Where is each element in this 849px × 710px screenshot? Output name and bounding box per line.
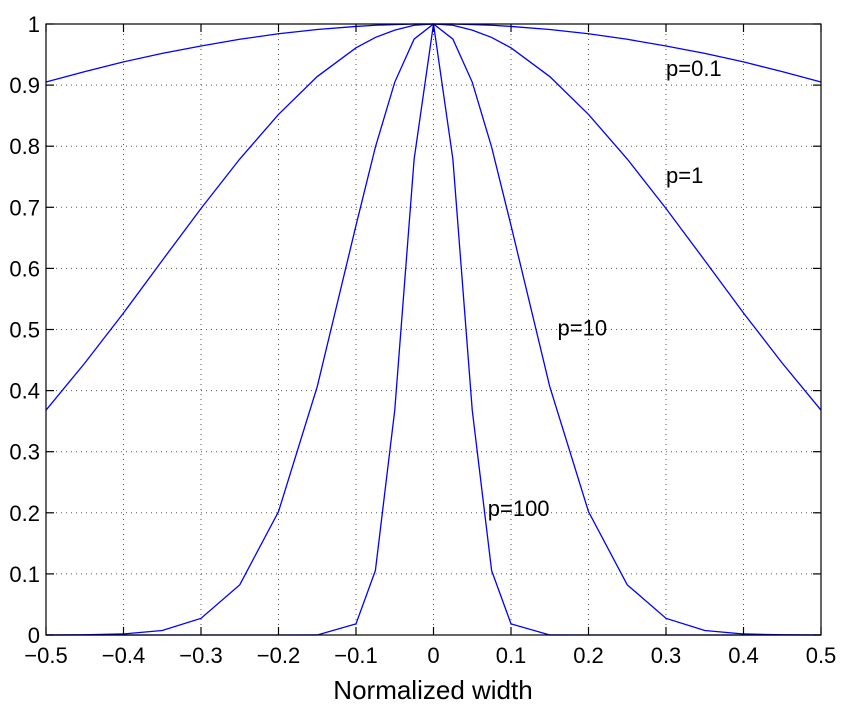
- y-tick-label: 0.2: [9, 501, 40, 526]
- x-tick-label: −0.2: [257, 643, 300, 668]
- y-tick-label: 0.1: [9, 562, 40, 587]
- y-tick-label: 0.9: [9, 73, 40, 98]
- curve-label: p=1: [666, 163, 703, 188]
- x-tick-label: −0.1: [334, 643, 377, 668]
- curve-annotations: p=0.1 p=1 p=10 p=100: [488, 56, 722, 521]
- x-tick-label: −0.5: [24, 643, 67, 668]
- x-tick-label: 0.3: [651, 643, 682, 668]
- y-tick-label: 0.7: [9, 195, 40, 220]
- curve-label: p=10: [558, 316, 608, 341]
- grid: [46, 24, 821, 635]
- y-tick-label: 0.3: [9, 440, 40, 465]
- curve-label: p=100: [488, 496, 550, 521]
- x-tick-label: −0.3: [179, 643, 222, 668]
- x-tick-label: −0.4: [102, 643, 145, 668]
- ticks: [45, 23, 822, 636]
- y-tick-label: 0.4: [9, 379, 40, 404]
- x-tick-label: 0.5: [806, 643, 837, 668]
- x-tick-label: 0: [427, 643, 439, 668]
- y-tick-labels: 0 0.1 0.2 0.3 0.4 0.5 0.6 0.7 0.8 0.9 1: [9, 12, 40, 648]
- y-tick-label: 0.8: [9, 134, 40, 159]
- y-tick-label: 1: [28, 12, 40, 37]
- curve-label: p=0.1: [666, 56, 722, 81]
- x-tick-label: 0.1: [496, 643, 527, 668]
- y-tick-label: 0: [28, 623, 40, 648]
- series-p-1: [45, 23, 822, 411]
- x-axis-title: Normalized width: [333, 675, 532, 705]
- x-tick-labels: −0.5 −0.4 −0.3 −0.2 −0.1 0 0.1 0.2 0.3 0.4 0.5: [24, 643, 836, 668]
- y-tick-label: 0.5: [9, 318, 40, 343]
- x-tick-label: 0.2: [573, 643, 604, 668]
- y-tick-label: 0.6: [9, 256, 40, 281]
- x-tick-label: 0.4: [728, 643, 759, 668]
